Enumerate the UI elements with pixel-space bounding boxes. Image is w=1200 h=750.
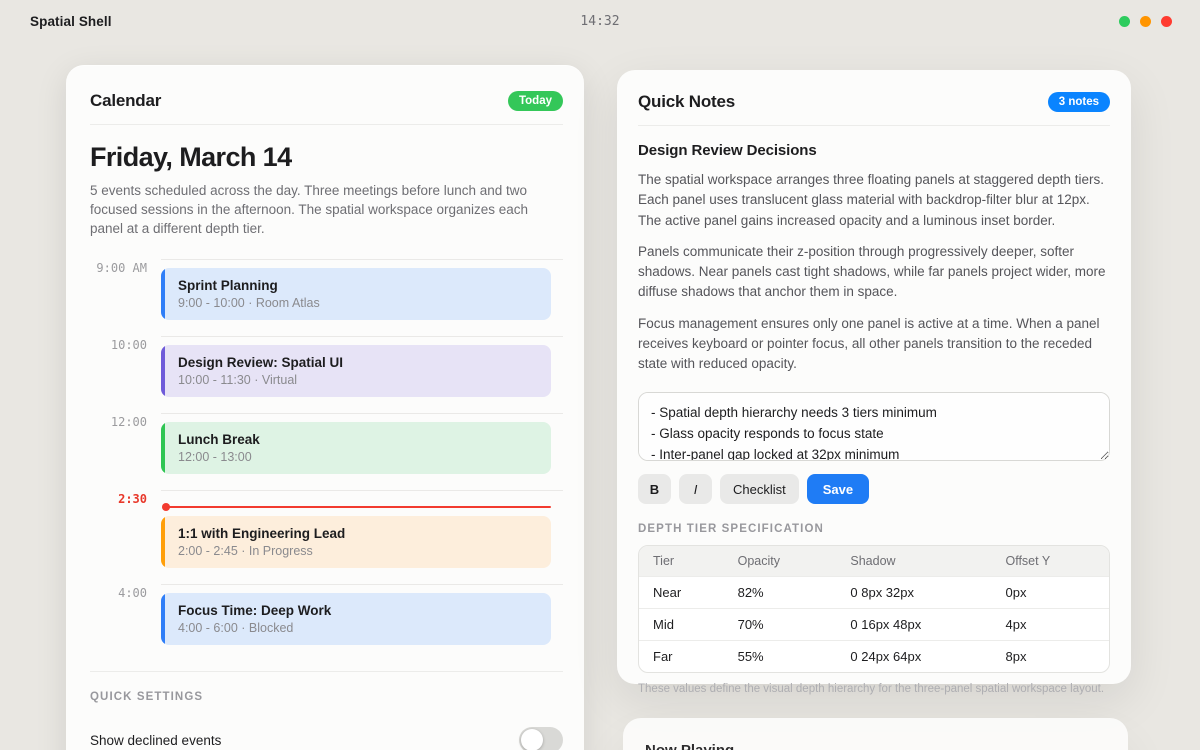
date-summary: 5 events scheduled across the day. Three… xyxy=(90,183,529,237)
current-time-indicator xyxy=(162,503,551,512)
cell-tier: Mid xyxy=(639,608,724,641)
green-light-icon[interactable] xyxy=(1119,16,1130,27)
calendar-header: Calendar Today xyxy=(90,91,563,111)
notes-header: Quick Notes 3 notes xyxy=(638,92,1110,112)
event-focus-time[interactable]: Focus Time: Deep Work 4:00 - 6:00 · Bloc… xyxy=(161,593,551,646)
cell-shadow: 0 16px 48px xyxy=(836,608,992,641)
current-time-label: 2:30 xyxy=(118,492,147,507)
italic-button[interactable]: I xyxy=(679,474,712,505)
setting-show-declined: Show declined events xyxy=(90,727,563,750)
cell-opacity: 55% xyxy=(723,640,837,673)
calendar-panel: Calendar Today Friday, March 14 5 events… xyxy=(66,65,584,750)
cell-shadow: 0 8px 32px xyxy=(836,576,992,609)
timeline-slot: Lunch Break 12:00 - 13:00 xyxy=(161,413,563,490)
now-playing-panel: Now Playing xyxy=(623,718,1128,750)
settings-divider xyxy=(90,671,563,673)
column-header-opacity: Opacity xyxy=(723,546,837,577)
timeline-row: 9:00 AM Sprint Planning 9:00 - 10:00 · R… xyxy=(90,259,563,336)
event-one-on-one[interactable]: 1:1 with Engineering Lead 2:00 - 2:45 · … xyxy=(161,516,551,569)
table-footnote: These values define the visual depth hie… xyxy=(638,683,1105,696)
note-paragraph: Focus management ensures only one panel … xyxy=(638,315,1100,372)
table-row-near: Near 82% 0 8px 32px 0px xyxy=(639,576,1109,609)
cell-opacity: 70% xyxy=(723,608,837,641)
clock: 14:32 xyxy=(580,14,620,29)
event-detail: 2:00 - 2:45 · In Progress xyxy=(178,544,313,559)
time-label: 9:00 AM xyxy=(96,261,147,276)
note-editor-textarea[interactable]: - Spatial depth hierarchy needs 3 tiers … xyxy=(638,392,1110,462)
show-declined-toggle[interactable] xyxy=(519,727,563,750)
event-title: Focus Time: Deep Work xyxy=(178,603,332,619)
traffic-lights xyxy=(1119,16,1172,27)
note-paragraph: Panels communicate their z-position thro… xyxy=(638,243,1106,300)
calendar-title: Calendar xyxy=(90,91,162,110)
cell-offset: 0px xyxy=(991,576,1109,609)
time-label: 10:00 xyxy=(110,338,147,353)
timeline-row: 12:00 Lunch Break 12:00 - 13:00 xyxy=(90,413,563,490)
now-playing-title: Now Playing xyxy=(645,742,1106,750)
timeline-row: 10:00 Design Review: Spatial UI 10:00 - … xyxy=(90,336,563,413)
timeline-slot: Focus Time: Deep Work 4:00 - 6:00 · Bloc… xyxy=(161,584,563,661)
bold-button[interactable]: B xyxy=(638,474,671,505)
event-detail: 4:00 - 6:00 · Blocked xyxy=(178,621,294,636)
event-title: Sprint Planning xyxy=(178,278,278,294)
timeline-row: 4:00 Focus Time: Deep Work 4:00 - 6:00 ·… xyxy=(90,584,563,661)
event-sprint-planning[interactable]: Sprint Planning 9:00 - 10:00 · Room Atla… xyxy=(161,268,551,321)
date-heading: Friday, March 14 xyxy=(90,142,292,172)
event-detail: 9:00 - 10:00 · Room Atlas xyxy=(178,296,320,311)
table-header-row: Tier Opacity Shadow Offset Y xyxy=(639,546,1109,577)
save-button[interactable]: Save xyxy=(806,474,870,505)
event-detail: 12:00 - 13:00 xyxy=(178,450,252,465)
quick-notes-panel: Quick Notes 3 notes Design Review Decisi… xyxy=(617,70,1131,695)
today-badge[interactable]: Today xyxy=(507,91,563,111)
cell-shadow: 0 24px 64px xyxy=(836,640,992,673)
timeline: 9:00 AM Sprint Planning 9:00 - 10:00 · R… xyxy=(90,259,563,661)
quick-settings-label: Quick Settings xyxy=(90,691,204,704)
cell-offset: 4px xyxy=(991,608,1109,641)
event-title: 1:1 with Engineering Lead xyxy=(178,526,346,542)
notes-title: Quick Notes xyxy=(638,92,735,111)
column-header-shadow: Shadow xyxy=(836,546,992,577)
cell-opacity: 82% xyxy=(723,576,837,609)
column-header-tier: Tier xyxy=(639,546,724,577)
setting-label: Show declined events xyxy=(90,732,222,748)
column-header-offset: Offset Y xyxy=(991,546,1109,577)
event-detail: 10:00 - 11:30 · Virtual xyxy=(178,373,298,388)
red-light-icon[interactable] xyxy=(1161,16,1172,27)
timeline-slot: Design Review: Spatial UI 10:00 - 11:30 … xyxy=(161,336,563,413)
note-title: Design Review Decisions xyxy=(638,142,817,159)
checklist-button[interactable]: Checklist xyxy=(720,474,799,505)
orange-light-icon[interactable] xyxy=(1140,16,1151,27)
event-title: Lunch Break xyxy=(178,432,260,448)
top-bar: Spatial Shell 14:32 xyxy=(0,0,1200,44)
timeline-slot: 1:1 with Engineering Lead 2:00 - 2:45 · … xyxy=(161,490,563,584)
event-title: Design Review: Spatial UI xyxy=(178,355,344,371)
cell-offset: 8px xyxy=(991,640,1109,673)
notes-header-divider xyxy=(638,125,1110,126)
note-toolbar: B I Checklist Save xyxy=(638,474,1110,505)
timeline-slot: Sprint Planning 9:00 - 10:00 · Room Atla… xyxy=(161,259,563,336)
time-label: 4:00 xyxy=(118,586,147,601)
cell-tier: Near xyxy=(639,576,724,609)
app-title: Spatial Shell xyxy=(30,14,112,29)
calendar-header-divider xyxy=(90,124,563,125)
cell-tier: Far xyxy=(639,640,724,673)
table-row-far: Far 55% 0 24px 64px 8px xyxy=(639,640,1109,673)
depth-tier-spec-label: Depth Tier Specification xyxy=(638,523,824,536)
event-design-review[interactable]: Design Review: Spatial UI 10:00 - 11:30 … xyxy=(161,345,551,398)
table-row-mid: Mid 70% 0 16px 48px 4px xyxy=(639,608,1109,641)
notes-count-badge[interactable]: 3 notes xyxy=(1047,92,1110,112)
note-paragraph: The spatial workspace arranges three flo… xyxy=(638,172,1105,228)
depth-tier-table: Tier Opacity Shadow Offset Y Near 82% 0 … xyxy=(638,545,1110,674)
timeline-row-current: 2:30 1:1 with Engineering Lead 2:00 - 2:… xyxy=(90,490,563,584)
event-lunch-break[interactable]: Lunch Break 12:00 - 13:00 xyxy=(161,422,551,475)
time-label: 12:00 xyxy=(110,415,147,430)
